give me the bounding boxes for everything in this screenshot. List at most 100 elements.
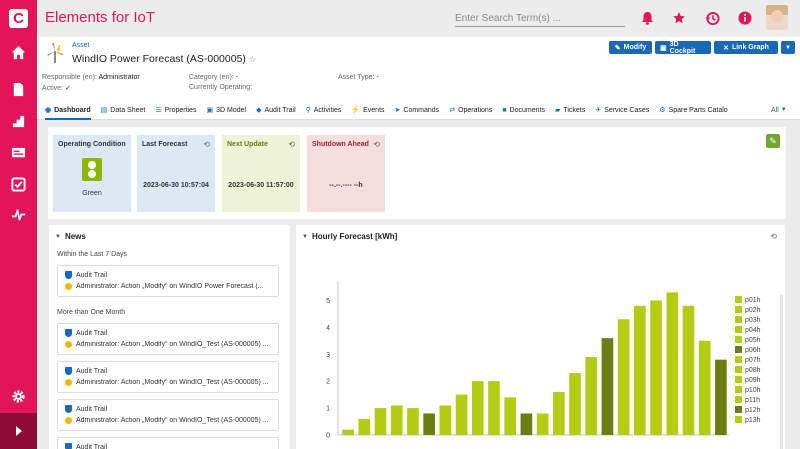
legend-swatch xyxy=(735,396,742,403)
3d-cockpit-button[interactable]: ▣ 3D Cockpit xyxy=(655,41,711,55)
history-icon[interactable]: ⟲ xyxy=(373,140,380,149)
bell-icon[interactable] xyxy=(638,9,656,27)
legend-swatch xyxy=(735,316,742,323)
cube-icon: ▣ xyxy=(660,44,667,52)
home-icon[interactable] xyxy=(0,37,37,67)
y-tick-label: 3 xyxy=(326,352,330,359)
history-icon[interactable]: ⟲ xyxy=(288,140,295,149)
modify-button[interactable]: ✎ Modify xyxy=(609,41,652,54)
star-icon[interactable] xyxy=(670,9,688,27)
bar-p15h xyxy=(569,373,581,435)
news-item[interactable]: Audit Trail Administrator: Action „Modif… xyxy=(57,265,279,297)
tab-spare-parts[interactable]: ⚙ Spare Parts Catalo xyxy=(659,106,728,115)
y-tick-label: 4 xyxy=(326,325,330,332)
bar-p24h xyxy=(715,359,727,435)
info-icon[interactable] xyxy=(736,9,754,27)
search-input[interactable] xyxy=(455,10,625,27)
bar-p19h xyxy=(634,305,646,435)
tab-data-sheet[interactable]: ▤ Data Sheet xyxy=(100,106,146,115)
tab-commands[interactable]: ➤ Commands xyxy=(394,106,440,115)
caret-down-icon: ▼ xyxy=(785,44,791,51)
bar-p18h xyxy=(617,319,630,435)
news-item[interactable]: Audit Trail Administrator: Action „Modif… xyxy=(57,361,279,393)
bar-p11h xyxy=(504,397,517,435)
document-icon[interactable] xyxy=(0,74,37,104)
tile-title: Shutdown Ahead xyxy=(312,141,369,148)
logo-icon: C xyxy=(9,9,28,28)
tab-tickets[interactable]: ▰ Tickets xyxy=(554,106,586,115)
tab-events[interactable]: ⚡ Events xyxy=(351,106,385,115)
next-update-tile[interactable]: Next Update ⟲ 2023-06-30 11:57:00 xyxy=(222,135,300,212)
activities-icon: ⚲ xyxy=(305,107,311,114)
shutdown-ahead-tile[interactable]: Shutdown Ahead ⟲ --.--.---- --h xyxy=(307,135,385,212)
tab-audit-trail[interactable]: ◆ Audit Trail xyxy=(256,106,296,115)
service-cases-icon: ✈ xyxy=(595,107,602,114)
history-icon[interactable]: ⟲ xyxy=(203,140,210,149)
history-icon[interactable] xyxy=(703,9,721,27)
tab-3d-model[interactable]: ▣ 3D Model xyxy=(206,106,247,115)
shield-icon xyxy=(65,271,72,279)
status-text: Green xyxy=(82,190,102,197)
user-icon xyxy=(65,417,72,424)
shield-icon xyxy=(65,405,72,413)
tab-all-dropdown[interactable]: All ▼ xyxy=(771,106,787,114)
tile-title: Next Update xyxy=(227,141,268,148)
last-forecast-tile[interactable]: Last Forecast ⟲ 2023-06-30 10:57:04 xyxy=(137,135,215,212)
tab-operations[interactable]: ⇄ Operations xyxy=(449,106,493,115)
tab-activities[interactable]: ⚲ Activities xyxy=(305,106,342,115)
legend-label: p08h xyxy=(745,367,761,374)
legend-swatch xyxy=(735,406,742,413)
y-tick-label: 5 xyxy=(326,298,330,305)
card-icon[interactable] xyxy=(0,137,37,167)
bar-p04h xyxy=(390,405,403,435)
news-section-label: Within the Last 7 Days xyxy=(57,251,128,258)
operating-condition-tile[interactable]: Operating Condition Green xyxy=(53,135,131,212)
asset-header: Asset WindIO Power Forecast (AS-000005) ☆… xyxy=(37,37,800,120)
pencil-icon: ✎ xyxy=(769,135,777,146)
events-icon: ⚡ xyxy=(351,107,361,114)
breadcrumb[interactable]: Asset xyxy=(72,42,90,49)
bar-p06h xyxy=(423,413,435,435)
link-graph-button[interactable]: ✕ Link Graph xyxy=(714,41,778,54)
stairs-icon[interactable] xyxy=(0,106,37,136)
legend-swatch xyxy=(735,336,742,343)
user-avatar[interactable] xyxy=(766,5,788,30)
forecast-header[interactable]: ▼ Hourly Forecast [kWh] xyxy=(302,232,398,241)
legend-swatch xyxy=(735,296,742,303)
history-icon[interactable]: ⟲ xyxy=(770,232,777,241)
collapse-caret-icon: ▼ xyxy=(55,233,61,240)
pulse-icon[interactable] xyxy=(0,199,37,229)
legend-label: p03h xyxy=(745,317,761,324)
legend-label: p09h xyxy=(745,377,761,384)
tab-service-cases[interactable]: ✈ Service Cases xyxy=(595,106,650,115)
active-meta: Active: ✓ xyxy=(42,85,71,92)
expand-sidebar-button[interactable] xyxy=(0,413,37,449)
bar-p16h xyxy=(585,356,598,435)
data-sheet-icon: ▤ xyxy=(100,107,108,114)
bar-p23h xyxy=(698,340,711,435)
tab-documents[interactable]: ■ Documents xyxy=(502,106,545,114)
checkbox-icon[interactable] xyxy=(0,169,37,199)
tickets-icon: ▰ xyxy=(554,107,561,114)
caret-down-icon: ▼ xyxy=(780,107,787,113)
legend-label: p13h xyxy=(745,417,761,424)
bar-p03h xyxy=(374,408,387,435)
more-actions-button[interactable]: ▼ xyxy=(781,41,795,54)
bar-p07h xyxy=(439,405,452,435)
news-item[interactable]: Audit Trail xyxy=(57,437,279,449)
news-item[interactable]: Audit Trail Administrator: Action „Modif… xyxy=(57,323,279,355)
favorite-star-icon[interactable]: ☆ xyxy=(248,55,257,64)
gear-icon[interactable] xyxy=(0,381,37,411)
app-logo[interactable]: C xyxy=(0,0,37,37)
user-icon xyxy=(65,341,72,348)
operating-meta: Currently Operating: xyxy=(189,84,253,91)
news-panel: ▼ News Within the Last 7 Days Audit Trail… xyxy=(49,225,290,449)
tab-properties[interactable]: ☰ Properties xyxy=(155,106,197,115)
chevron-right-icon xyxy=(15,426,22,436)
tab-dashboard[interactable]: ◉ Dashboard xyxy=(45,100,91,120)
legend-swatch xyxy=(735,356,742,363)
edit-dashboard-button[interactable]: ✎ xyxy=(766,134,780,148)
news-item[interactable]: Audit Trail Administrator: Action „Modif… xyxy=(57,399,279,431)
user-icon xyxy=(65,283,72,290)
news-header[interactable]: ▼ News xyxy=(55,232,86,241)
